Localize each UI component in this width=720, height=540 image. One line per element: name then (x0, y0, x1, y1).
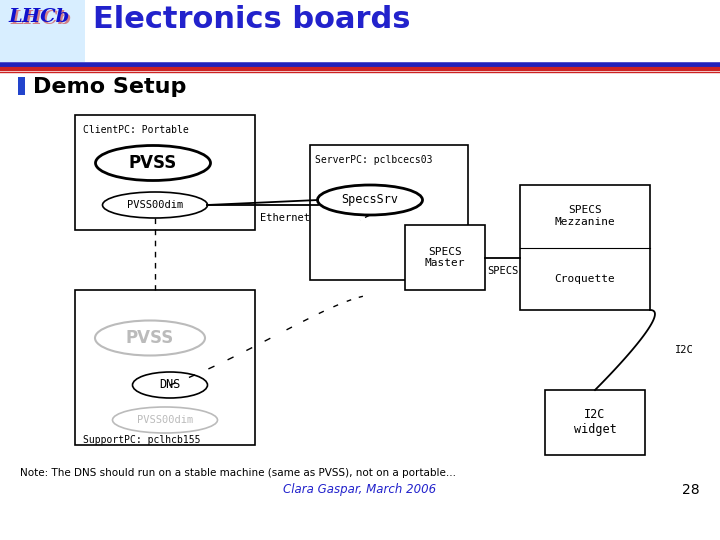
FancyBboxPatch shape (75, 115, 255, 230)
Text: SPECS: SPECS (487, 266, 518, 275)
Text: SpecsSrv: SpecsSrv (341, 193, 398, 206)
FancyBboxPatch shape (0, 0, 85, 62)
Text: LHCb: LHCb (8, 8, 69, 26)
Text: SPECS
Master: SPECS Master (425, 247, 465, 268)
Text: ServerPC: pclbcecs03: ServerPC: pclbcecs03 (315, 155, 433, 165)
Text: Clara Gaspar, March 2006: Clara Gaspar, March 2006 (284, 483, 436, 496)
Text: PVSS00dim: PVSS00dim (137, 415, 193, 425)
Text: Demo Setup: Demo Setup (33, 77, 186, 97)
FancyBboxPatch shape (520, 185, 650, 310)
Text: Electronics boards: Electronics boards (93, 5, 410, 34)
Ellipse shape (96, 145, 210, 180)
Text: Note: The DNS should run on a stable machine (same as PVSS), not on a portable..: Note: The DNS should run on a stable mac… (20, 468, 456, 478)
FancyBboxPatch shape (545, 390, 645, 455)
Text: PVSS: PVSS (126, 329, 174, 347)
Text: PVSS00dim: PVSS00dim (127, 200, 183, 210)
Text: 28: 28 (683, 483, 700, 497)
Text: Ethernet: Ethernet (260, 213, 310, 223)
Text: DNS: DNS (159, 379, 181, 392)
FancyBboxPatch shape (75, 290, 255, 445)
Text: ClientPC: Portable: ClientPC: Portable (83, 125, 189, 135)
Ellipse shape (102, 192, 207, 218)
Ellipse shape (132, 372, 207, 398)
FancyBboxPatch shape (310, 145, 468, 280)
Ellipse shape (318, 185, 423, 215)
Text: SupportPC: pclhcb155: SupportPC: pclhcb155 (83, 435, 200, 445)
Text: SPECS
Mezzanine: SPECS Mezzanine (554, 205, 616, 227)
Text: I2C: I2C (675, 345, 694, 355)
Ellipse shape (95, 321, 205, 355)
Ellipse shape (112, 407, 217, 433)
Text: I2C
widget: I2C widget (574, 408, 616, 436)
Text: PVSS: PVSS (129, 154, 177, 172)
FancyBboxPatch shape (18, 77, 25, 95)
Text: Croquette: Croquette (554, 274, 616, 284)
FancyBboxPatch shape (405, 225, 485, 290)
Text: LHCb: LHCb (10, 10, 71, 28)
